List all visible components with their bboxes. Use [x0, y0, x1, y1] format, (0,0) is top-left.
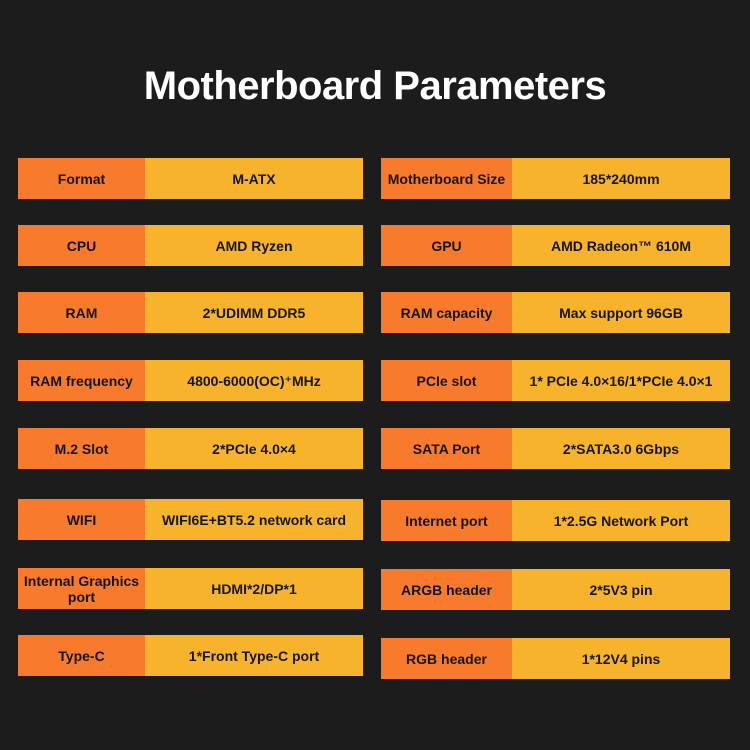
parameter-row: RAM capacity Max support 96GB	[381, 292, 730, 333]
parameter-label: RAM frequency	[18, 360, 145, 401]
parameter-value: 4800-6000(OC)⁺MHz	[145, 360, 363, 401]
parameter-value: 1*Front Type-C port	[145, 635, 363, 676]
parameter-value: 185*240mm	[512, 158, 730, 199]
parameter-row: ARGB header 2*5V3 pin	[381, 569, 730, 610]
parameter-value: Max support 96GB	[512, 292, 730, 333]
parameter-row: Internal Graphics port HDMI*2/DP*1	[18, 568, 363, 609]
parameter-label: SATA Port	[381, 428, 512, 469]
parameter-value: 2*5V3 pin	[512, 569, 730, 610]
parameter-value: 1*12V4 pins	[512, 638, 730, 679]
parameter-value: 2*UDIMM DDR5	[145, 292, 363, 333]
parameter-label: ARGB header	[381, 569, 512, 610]
parameter-label: WIFI	[18, 499, 145, 540]
parameter-label: Type-C	[18, 635, 145, 676]
parameter-value: WIFI6E+BT5.2 network card	[145, 499, 363, 540]
parameter-row: SATA Port 2*SATA3.0 6Gbps	[381, 428, 730, 469]
parameter-row: Type-C 1*Front Type-C port	[18, 635, 363, 676]
parameter-value: HDMI*2/DP*1	[145, 568, 363, 609]
parameter-row: CPU AMD Ryzen	[18, 225, 363, 266]
parameter-row: Format M-ATX	[18, 158, 363, 199]
parameter-row: RAM 2*UDIMM DDR5	[18, 292, 363, 333]
parameter-label: M.2 Slot	[18, 428, 145, 469]
parameter-label: RAM	[18, 292, 145, 333]
parameter-value: AMD Radeon™ 610M	[512, 225, 730, 266]
parameter-row: Motherboard Size 185*240mm	[381, 158, 730, 199]
parameter-label: RGB header	[381, 638, 512, 679]
parameter-label: RAM capacity	[381, 292, 512, 333]
parameter-row: PCIe slot 1* PCIe 4.0×16/1*PCIe 4.0×1	[381, 360, 730, 401]
parameter-row: Internet port 1*2.5G Network Port	[381, 500, 730, 541]
parameter-label: PCIe slot	[381, 360, 512, 401]
parameter-value: 1*2.5G Network Port	[512, 500, 730, 541]
parameter-value: 1* PCIe 4.0×16/1*PCIe 4.0×1	[512, 360, 730, 401]
parameter-row: GPU AMD Radeon™ 610M	[381, 225, 730, 266]
parameter-label: GPU	[381, 225, 512, 266]
parameter-value: 2*SATA3.0 6Gbps	[512, 428, 730, 469]
parameter-label: Internal Graphics port	[18, 568, 145, 609]
parameter-value: AMD Ryzen	[145, 225, 363, 266]
parameter-value: M-ATX	[145, 158, 363, 199]
parameter-value: 2*PCIe 4.0×4	[145, 428, 363, 469]
parameter-row: M.2 Slot 2*PCIe 4.0×4	[18, 428, 363, 469]
parameter-row: RGB header 1*12V4 pins	[381, 638, 730, 679]
parameter-row: RAM frequency 4800-6000(OC)⁺MHz	[18, 360, 363, 401]
parameter-row: WIFI WIFI6E+BT5.2 network card	[18, 499, 363, 540]
parameter-label: Format	[18, 158, 145, 199]
page-title: Motherboard Parameters	[143, 64, 607, 108]
parameter-label: Motherboard Size	[381, 158, 512, 199]
parameter-label: Internet port	[381, 500, 512, 541]
parameter-label: CPU	[18, 225, 145, 266]
